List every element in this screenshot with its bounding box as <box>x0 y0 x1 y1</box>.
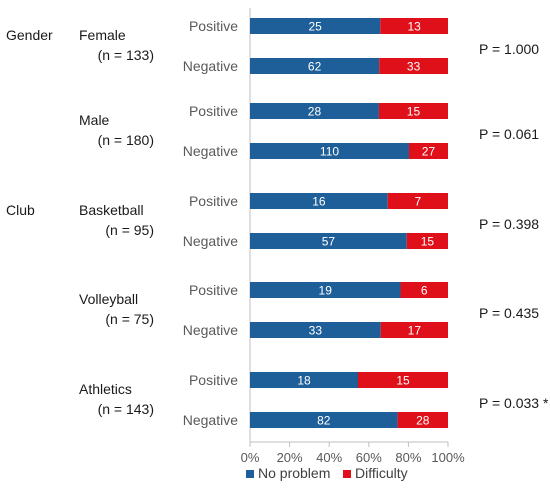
row-label: Negative <box>183 233 238 249</box>
bar-segment <box>250 58 380 74</box>
bar-data-label: 33 <box>407 60 421 74</box>
bar-segment <box>378 103 448 119</box>
bar-data-label: 6 <box>421 284 428 298</box>
row-label: Negative <box>183 412 238 428</box>
p-value-label: P = 1.000 <box>479 41 539 57</box>
row-label: Negative <box>183 322 238 338</box>
group-label: Female <box>79 27 126 43</box>
row-label: Negative <box>183 58 238 74</box>
x-tick-label: 0% <box>241 450 260 465</box>
bar-segment <box>380 18 448 34</box>
bar-data-label: 57 <box>322 235 336 249</box>
group-label: Basketball <box>79 202 144 218</box>
group-n-label: (n = 180) <box>98 132 154 148</box>
bar-segment <box>400 282 448 298</box>
p-value-label: P = 0.061 <box>479 126 539 142</box>
bar-segment <box>250 143 409 159</box>
group-label: Athletics <box>79 381 132 397</box>
row-label: Negative <box>183 143 238 159</box>
row-label: Positive <box>189 372 238 388</box>
bar-data-label: 82 <box>317 414 331 428</box>
bar-segment <box>250 282 401 298</box>
bar-segment <box>250 103 379 119</box>
bar-data-label: 33 <box>309 324 323 338</box>
row-label: Positive <box>189 103 238 119</box>
p-value-label: P = 0.398 <box>479 216 539 232</box>
bar-data-label: 25 <box>308 20 322 34</box>
bar-data-label: 28 <box>416 414 430 428</box>
bar-segment <box>250 412 398 428</box>
x-tick-label: 100% <box>431 450 465 465</box>
category-label: Club <box>6 202 35 218</box>
bar-segment <box>250 193 388 209</box>
bar-segment <box>406 233 448 249</box>
bar-segment <box>250 18 381 34</box>
x-tick-label: 20% <box>277 450 303 465</box>
bar-data-label: 28 <box>308 105 322 119</box>
bar-data-label: 27 <box>422 145 436 159</box>
bar-segment <box>397 412 448 428</box>
bar-data-label: 110 <box>320 145 339 159</box>
legend-swatch <box>343 470 351 478</box>
bar-data-label: 7 <box>415 195 422 209</box>
p-value-label: P = 0.435 <box>479 305 539 321</box>
group-n-label: (n = 143) <box>98 401 154 417</box>
bar-data-label: 15 <box>407 105 421 119</box>
x-tick-label: 40% <box>316 450 342 465</box>
bar-segment <box>250 233 407 249</box>
bar-data-label: 16 <box>312 195 326 209</box>
legend-entry: Difficulty <box>355 465 408 481</box>
bar-data-label: 17 <box>408 324 422 338</box>
legend-swatch <box>246 470 254 478</box>
row-label: Positive <box>189 18 238 34</box>
group-n-label: (n = 75) <box>105 311 154 327</box>
group-n-label: (n = 133) <box>98 47 154 63</box>
group-label: Volleyball <box>79 291 138 307</box>
bar-data-label: 18 <box>297 374 311 388</box>
category-label: Gender <box>6 27 53 43</box>
bar-segment <box>379 58 448 74</box>
p-value-label: P = 0.033 * <box>479 395 549 411</box>
row-label: Positive <box>189 193 238 209</box>
bar-data-label: 15 <box>396 374 410 388</box>
bar-segment <box>358 372 448 388</box>
x-tick-label: 80% <box>395 450 421 465</box>
bar-data-label: 13 <box>407 20 421 34</box>
group-n-label: (n = 95) <box>105 222 154 238</box>
bar-segment <box>250 322 381 338</box>
bar-data-label: 62 <box>308 60 322 74</box>
bar-segment <box>408 143 448 159</box>
bar-segment <box>387 193 448 209</box>
x-tick-label: 60% <box>356 450 382 465</box>
bar-segment <box>380 322 448 338</box>
group-label: Male <box>79 112 110 128</box>
legend-entry: No problem <box>258 465 330 481</box>
row-label: Positive <box>189 282 238 298</box>
bar-segment <box>250 372 358 388</box>
bar-data-label: 19 <box>319 284 333 298</box>
bar-data-label: 15 <box>421 235 435 249</box>
